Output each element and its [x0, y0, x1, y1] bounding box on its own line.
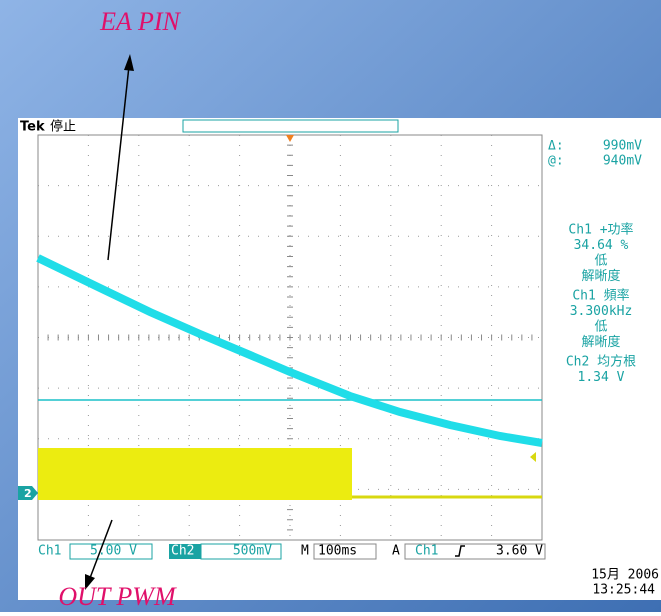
scope-screen: [18, 118, 661, 600]
cursor-value: 990mV: [603, 139, 642, 154]
measurement: Ch2 均方根: [566, 354, 636, 370]
cursor-value: 940mV: [603, 154, 642, 169]
m-label: M: [301, 544, 309, 559]
annotation: OUT PWM: [58, 582, 177, 611]
ch2-scale: 500mV: [233, 544, 272, 559]
annotation: EA PIN: [99, 7, 181, 36]
measurement: 3.300kHz: [570, 304, 633, 319]
ch1-scale: 5.00 V: [90, 544, 137, 559]
time: 13:25:44: [592, 583, 655, 598]
brand: Tek: [20, 120, 45, 135]
measurement: 低: [594, 320, 607, 335]
trig-ch: Ch1: [415, 544, 438, 559]
a-label: A: [392, 544, 400, 559]
measurement: 低: [594, 254, 607, 269]
trig-level: 3.60 V: [496, 544, 543, 559]
measurement: Ch1 頻率: [572, 288, 629, 304]
cursor-label: Δ:: [548, 139, 564, 154]
ch1-label: Ch1: [38, 544, 61, 559]
date: 15月 2006: [591, 568, 659, 583]
measurement: 解晰度: [581, 268, 620, 284]
measurement: Ch1 +功率: [568, 222, 633, 238]
measurement: 解晰度: [581, 334, 620, 350]
measurement: 34.64 %: [574, 238, 629, 253]
ch2-marker-label: 2: [24, 487, 32, 500]
cursor-label: @:: [548, 154, 564, 169]
timebase: 100ms: [318, 544, 357, 559]
ch2-label: Ch2: [171, 544, 194, 559]
measurement: 1.34 V: [578, 370, 625, 385]
status: 停止: [50, 119, 76, 135]
ch1-pwm-block: [38, 448, 352, 500]
slide: Tek 停止 2 Δ: 990mV @: 940mV Ch1 +功率34.64 …: [0, 0, 661, 612]
